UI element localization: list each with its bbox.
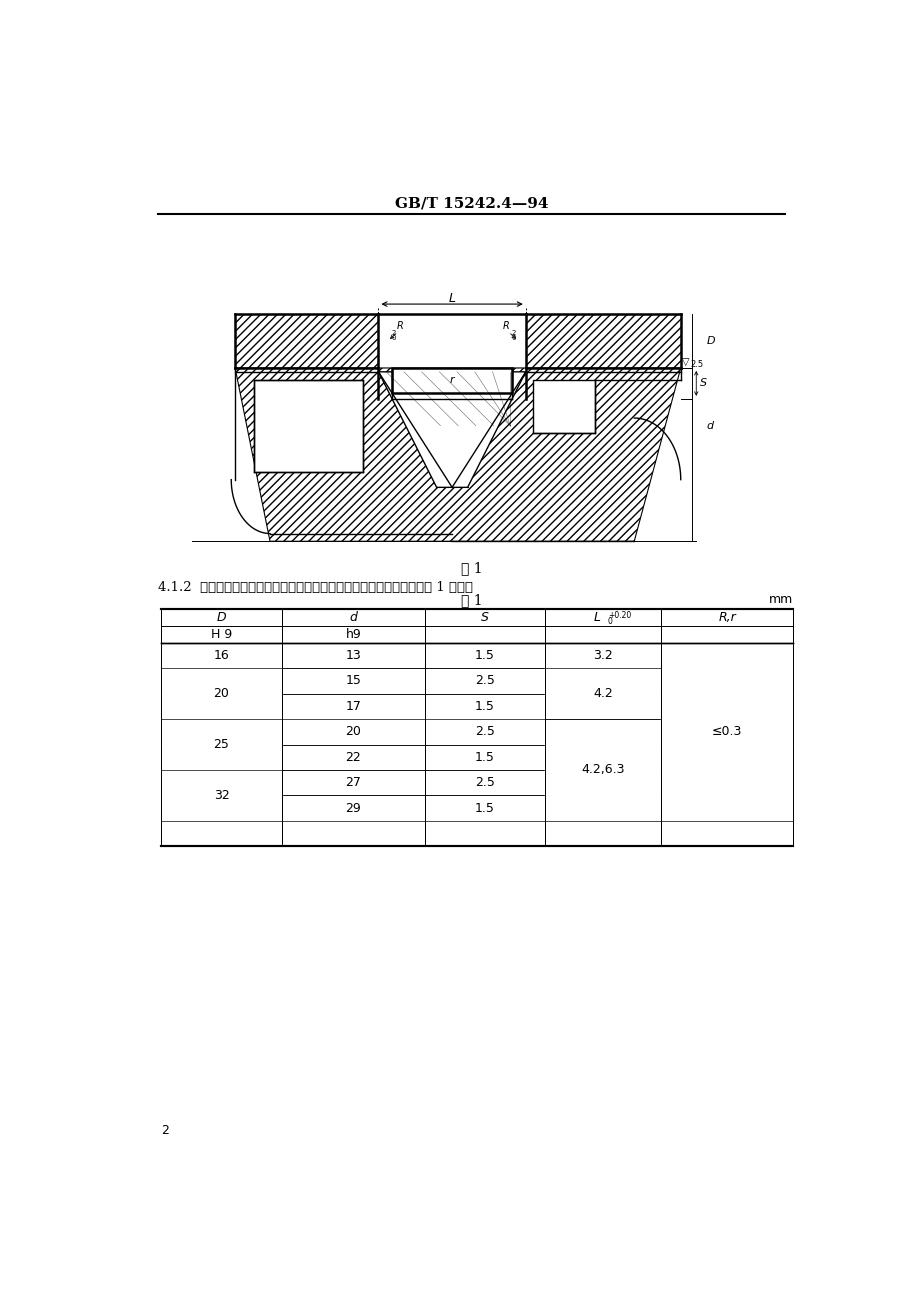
Text: 4.2: 4.2 xyxy=(593,687,612,700)
Text: 13: 13 xyxy=(345,650,361,663)
Text: 29: 29 xyxy=(345,802,361,815)
Text: 2.5: 2.5 xyxy=(689,359,702,368)
Text: D: D xyxy=(217,611,226,624)
Text: mm: mm xyxy=(768,594,792,607)
Text: D: D xyxy=(706,336,714,346)
Text: 2.5: 2.5 xyxy=(474,725,494,738)
Text: 0: 0 xyxy=(607,617,612,626)
Text: 1.5: 1.5 xyxy=(474,751,494,764)
Text: 图 1: 图 1 xyxy=(460,561,482,575)
Polygon shape xyxy=(392,393,511,398)
Polygon shape xyxy=(378,368,392,398)
Text: 2.5: 2.5 xyxy=(474,674,494,687)
Polygon shape xyxy=(511,368,525,398)
Polygon shape xyxy=(378,372,525,487)
Text: ▽: ▽ xyxy=(682,357,689,366)
Text: 2: 2 xyxy=(511,331,515,336)
Text: 16: 16 xyxy=(213,650,229,663)
Text: 3.2: 3.2 xyxy=(593,650,612,663)
Text: r: r xyxy=(449,375,454,384)
Text: 2: 2 xyxy=(391,331,396,336)
Polygon shape xyxy=(533,380,595,434)
Text: 15: 15 xyxy=(345,674,361,687)
Text: 20: 20 xyxy=(213,687,229,700)
Text: 1.5: 1.5 xyxy=(474,802,494,815)
Text: h9: h9 xyxy=(345,628,361,641)
Text: 2: 2 xyxy=(162,1124,169,1137)
Text: 32: 32 xyxy=(213,789,229,802)
Text: S: S xyxy=(481,611,489,624)
Text: 25: 25 xyxy=(213,738,229,751)
Text: 1.5: 1.5 xyxy=(474,700,494,713)
Text: 20: 20 xyxy=(345,725,361,738)
Polygon shape xyxy=(235,314,378,368)
Polygon shape xyxy=(392,368,511,393)
Text: R,r: R,r xyxy=(718,611,735,624)
Text: +0.20: +0.20 xyxy=(607,611,630,620)
Text: 4.2,6.3: 4.2,6.3 xyxy=(581,763,624,776)
Text: 表 1: 表 1 xyxy=(460,592,482,607)
Text: 17: 17 xyxy=(345,700,361,713)
Text: R: R xyxy=(503,320,509,331)
Text: 27: 27 xyxy=(345,776,361,789)
Text: L: L xyxy=(593,611,600,624)
Polygon shape xyxy=(255,380,363,471)
Text: d: d xyxy=(706,421,712,431)
Text: 0: 0 xyxy=(391,335,396,341)
Text: H 9: H 9 xyxy=(210,628,232,641)
Text: 1.5: 1.5 xyxy=(474,650,494,663)
Text: ≤0.3: ≤0.3 xyxy=(711,725,742,738)
Text: 0: 0 xyxy=(511,335,515,341)
Polygon shape xyxy=(235,368,680,542)
Text: 2.5: 2.5 xyxy=(474,776,494,789)
Text: L: L xyxy=(448,292,455,305)
Text: S: S xyxy=(699,379,707,388)
Text: 4.1.2  液压缸活塞动密封装置用支承环安装沟槽尺寸系列和公差应符合表 1 规定。: 4.1.2 液压缸活塞动密封装置用支承环安装沟槽尺寸系列和公差应符合表 1 规定… xyxy=(157,581,472,594)
Text: d: d xyxy=(349,611,357,624)
Text: 22: 22 xyxy=(345,751,361,764)
Polygon shape xyxy=(525,314,680,368)
Text: R: R xyxy=(396,320,403,331)
Text: GB/T 15242.4—94: GB/T 15242.4—94 xyxy=(394,197,548,211)
